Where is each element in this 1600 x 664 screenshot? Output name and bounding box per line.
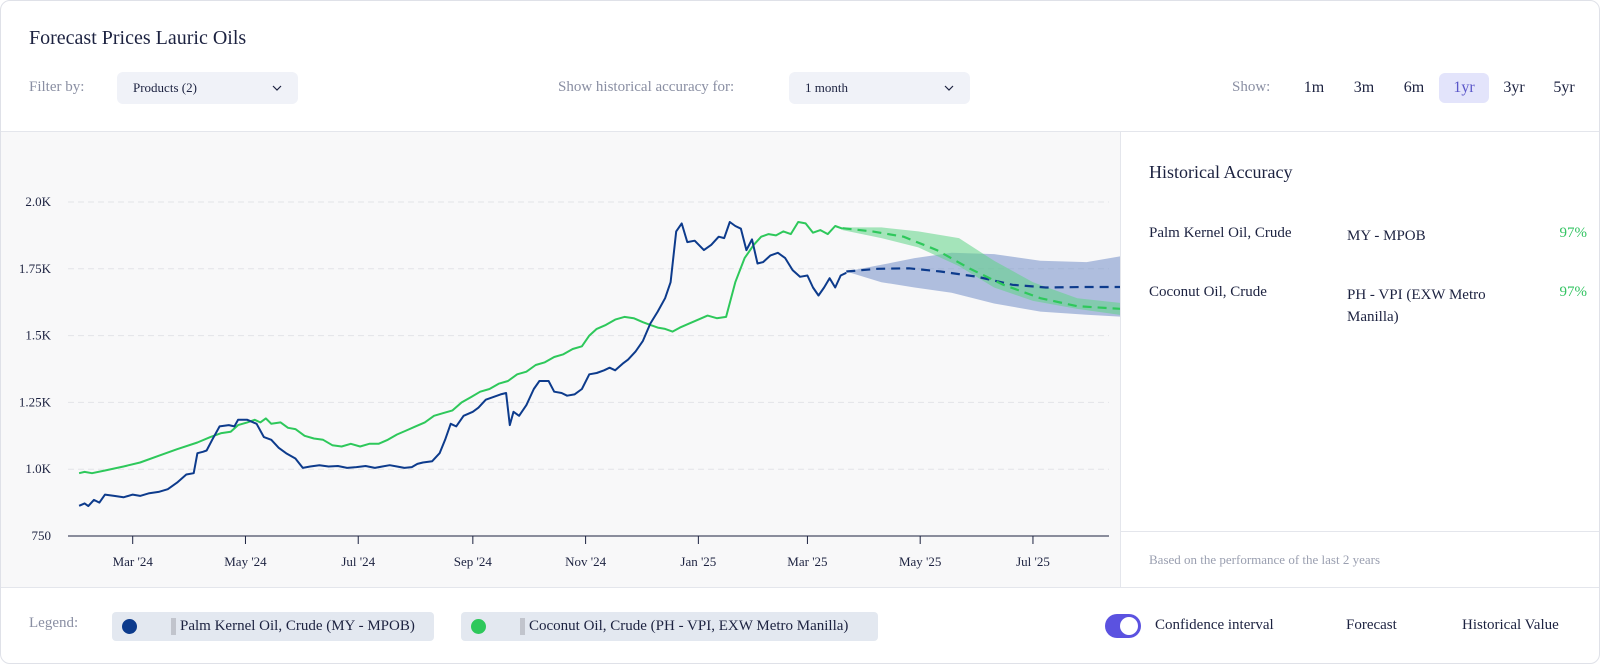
- legend-item-coconut[interactable]: Coconut Oil, Crude (PH - VPI, EXW Metro …: [461, 612, 878, 641]
- x-tick-label: Sep '24: [454, 554, 493, 569]
- range-button-1yr[interactable]: 1yr: [1439, 73, 1489, 103]
- accuracy-note: Based on the performance of the last 2 y…: [1149, 552, 1381, 567]
- plot-background: [1, 132, 1120, 587]
- range-button-5yr[interactable]: 5yr: [1553, 79, 1575, 96]
- historical-legend[interactable]: Historical Value: [1462, 617, 1559, 633]
- x-tick-label: May '24: [224, 554, 267, 569]
- price-chart: 750 1.0K 1.25K 1.5K 1.75K 2.0K Mar '24 May '24 J…: [19, 194, 1120, 569]
- series-dot-icon: [471, 619, 486, 634]
- accuracy-divider: [1121, 531, 1599, 532]
- forecast-line: [846, 267, 1120, 289]
- accuracy-source: MY - MPOB: [1347, 228, 1426, 244]
- legend-item-label: Palm Kernel Oil, Crude (MY - MPOB): [180, 618, 415, 634]
- history-label: Show historical accuracy for:: [558, 79, 735, 95]
- chevron-down-icon: [944, 85, 954, 91]
- history-dropdown[interactable]: 1 month: [789, 72, 970, 104]
- y-tick-label: 1.25K: [19, 394, 52, 409]
- y-tick-label: 1.75K: [19, 261, 52, 276]
- accuracy-percent: 97%: [1559, 225, 1588, 241]
- x-tick-label: Nov '24: [565, 554, 606, 569]
- y-tick-label: 1.0K: [25, 461, 51, 476]
- legend-item-palm-kernel[interactable]: Palm Kernel Oil, Crude (MY - MPOB): [112, 612, 434, 641]
- x-tick-label: Jul '24: [341, 554, 375, 569]
- confidence-band: [842, 227, 1120, 315]
- legend-item-label: Coconut Oil, Crude (PH - VPI, EXW Metro …: [529, 618, 849, 634]
- confidence-label: Confidence interval: [1155, 617, 1274, 633]
- toggle-knob: [1120, 617, 1138, 635]
- forecast-line: [842, 227, 1120, 310]
- range-button-3yr[interactable]: 3yr: [1503, 79, 1525, 96]
- y-tick-label: 2.0K: [25, 194, 51, 209]
- panel-divider: [1120, 132, 1121, 587]
- x-tick-label: Jul '25: [1016, 554, 1050, 569]
- forecast-legend[interactable]: Forecast: [1346, 617, 1397, 633]
- y-tick-label: 750: [32, 528, 52, 543]
- products-dropdown-value: Products (2): [133, 80, 197, 95]
- page-title: Forecast Prices Lauric Oils: [29, 27, 247, 49]
- historical-line: [78, 221, 847, 508]
- x-tick-label: May '25: [899, 554, 941, 569]
- accuracy-percent: 97%: [1559, 284, 1588, 300]
- show-label: Show:: [1232, 79, 1271, 95]
- products-dropdown[interactable]: Products (2): [117, 72, 298, 104]
- accuracy-source: PH - VPI (EXW Metro Manilla): [1347, 287, 1486, 325]
- filter-label: Filter by:: [29, 79, 85, 95]
- legend-label: Legend:: [29, 615, 79, 631]
- series-dot-icon: [122, 619, 137, 634]
- chevron-down-icon: [272, 85, 282, 91]
- history-dropdown-value: 1 month: [805, 80, 848, 95]
- y-tick-label: 1.5K: [25, 328, 51, 343]
- drag-handle-icon: [520, 618, 525, 635]
- accuracy-product: Palm Kernel Oil, Crude: [1149, 225, 1292, 241]
- header-divider: [1, 131, 1599, 132]
- accuracy-title: Historical Accuracy: [1149, 162, 1293, 182]
- historical-line: [78, 221, 843, 475]
- accuracy-product: Coconut Oil, Crude: [1149, 284, 1267, 300]
- footer-divider: [1, 587, 1599, 588]
- x-tick-label: Jan '25: [680, 554, 716, 569]
- range-button-1m[interactable]: 1m: [1303, 79, 1325, 96]
- drag-handle-icon: [171, 618, 176, 635]
- confidence-toggle[interactable]: [1105, 614, 1141, 638]
- x-tick-label: Mar '24: [113, 554, 154, 569]
- range-button-6m[interactable]: 6m: [1403, 79, 1425, 96]
- range-button-3m[interactable]: 3m: [1353, 79, 1375, 96]
- x-tick-label: Mar '25: [787, 554, 827, 569]
